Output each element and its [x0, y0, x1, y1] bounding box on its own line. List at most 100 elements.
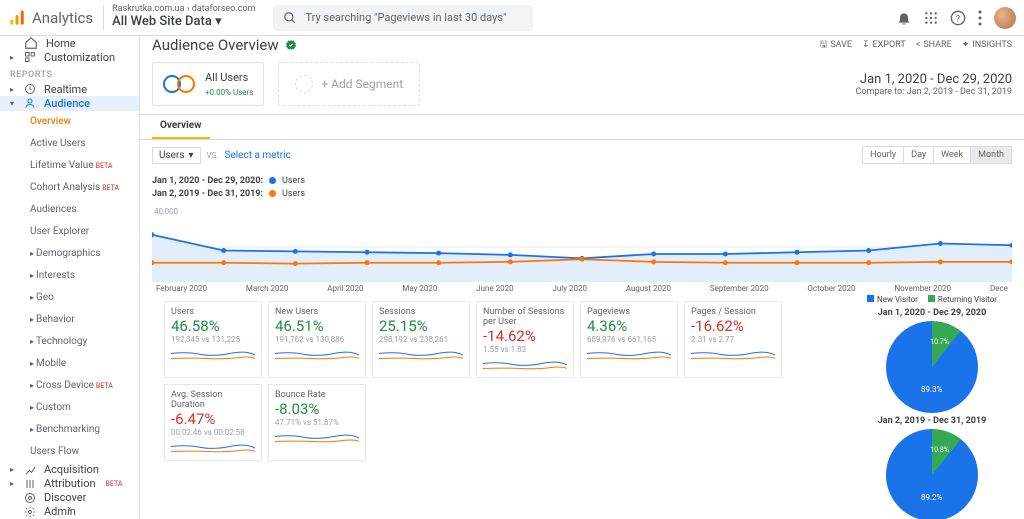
verified-icon — [285, 39, 297, 51]
chart-legend: Jan 1, 2020 - Dec 29, 2020:UsersJan 2, 2… — [152, 174, 1012, 200]
topbar: Analytics Raskrutka.com.ua › dataforseo.… — [0, 0, 1024, 36]
main-content: Audience Overview 🖫 SAVE ↧ EXPORT < SHAR… — [140, 36, 1024, 519]
segment-rings-icon — [163, 73, 197, 95]
search-box[interactable]: Try searching "Pageviews in last 30 days… — [273, 5, 533, 31]
nav-collapse[interactable]: ‹ — [0, 504, 139, 515]
metric-card-2[interactable]: Sessions25.15%298,192 vs 238,261 — [372, 301, 470, 378]
add-segment-button[interactable]: + Add Segment — [278, 62, 420, 106]
sparkline — [691, 347, 775, 365]
analytics-logo[interactable]: Analytics — [8, 9, 93, 27]
svg-text:?: ? — [956, 13, 961, 24]
primary-metric-selector[interactable]: Users ▾ — [152, 147, 201, 164]
nav-sub-lifetime-value[interactable]: Lifetime ValueBETA — [0, 155, 139, 177]
nav-sub-demographics[interactable]: ▸ Demographics — [0, 243, 139, 265]
customization-icon — [24, 51, 36, 63]
nav-sub-geo[interactable]: ▸ Geo — [0, 287, 139, 309]
page-title: Audience Overview — [152, 36, 279, 54]
segment-all-users[interactable]: All Users +0.00% Users — [152, 62, 264, 106]
apps-icon[interactable] — [924, 11, 938, 25]
granularity-month[interactable]: Month — [970, 147, 1011, 163]
nav-acquisition[interactable]: ▸ Acquisition — [0, 463, 139, 477]
metric-compare: 689,976 vs 661,165 — [587, 335, 671, 344]
metric-label: New Users — [275, 307, 359, 317]
analytics-icon — [8, 9, 26, 27]
metric-compare: 298,192 vs 238,261 — [379, 335, 463, 344]
metric-compare: 191,762 vs 130,886 — [275, 335, 359, 344]
help-icon[interactable]: ? — [950, 10, 966, 26]
discover-icon — [24, 492, 36, 504]
metric-card-4[interactable]: Pageviews4.36%689,976 vs 661,165 — [580, 301, 678, 378]
share-button[interactable]: < SHARE — [916, 37, 952, 53]
secondary-metric-selector[interactable]: Select a metric — [224, 150, 290, 161]
nav-sub-behavior[interactable]: ▸ Behavior — [0, 309, 139, 331]
metric-compare: 1.55 vs 1.82 — [483, 345, 567, 354]
nav-sub-active-users[interactable]: Active Users — [0, 133, 139, 155]
metric-card-0[interactable]: Users46.58%192,345 vs 131,225 — [164, 301, 262, 378]
acquisition-icon — [24, 464, 36, 476]
nav-sub-user-explorer[interactable]: User Explorer — [0, 221, 139, 243]
metric-pct: 4.36% — [587, 317, 671, 335]
metric-label: Users — [171, 307, 255, 317]
notifications-icon[interactable] — [896, 10, 912, 26]
metric-label: Avg. Session Duration — [171, 390, 255, 410]
metric-label: Number of Sessions per User — [483, 307, 567, 327]
search-placeholder: Try searching "Pageviews in last 30 days… — [305, 11, 506, 24]
nav-sub-interests[interactable]: ▸ Interests — [0, 265, 139, 287]
nav-sub-mobile[interactable]: ▸ Mobile — [0, 353, 139, 375]
sparkline — [379, 347, 463, 365]
tab-overview[interactable]: Overview — [152, 114, 210, 139]
property-switcher[interactable]: Raskrutka.com.ua › dataforseo.com All We… — [103, 5, 263, 29]
search-icon — [283, 11, 297, 25]
date-range-picker[interactable]: Jan 1, 2020 - Dec 29, 2020 Compare to: J… — [855, 72, 1012, 97]
nav-customization[interactable]: ▸ Customization — [0, 50, 139, 64]
granularity-day[interactable]: Day — [903, 147, 933, 163]
pie-charts-panel: New VisitorReturning Visitor Jan 1, 2020… — [852, 295, 1012, 519]
topbar-actions: ? — [896, 7, 1016, 29]
metric-label: Pages / Session — [691, 307, 775, 317]
nav-sub-benchmarking[interactable]: ▸ Benchmarking — [0, 419, 139, 441]
granularity-hourly[interactable]: Hourly — [863, 147, 903, 163]
nav-sub-audiences[interactable]: Audiences — [0, 199, 139, 221]
nav-reports-header: REPORTS — [0, 64, 139, 82]
tab-strip: Overview — [140, 114, 1024, 140]
sparkline — [587, 347, 671, 365]
metric-compare: 47.71% vs 51.87% — [275, 418, 359, 427]
metric-compare: 00:02:46 vs 00:02:58 — [171, 428, 255, 437]
audience-icon — [24, 97, 36, 109]
sparkline — [275, 430, 359, 448]
metric-pct: -8.03% — [275, 400, 359, 418]
metric-pct: -6.47% — [171, 410, 255, 428]
nav-sub-cross-device[interactable]: ▸ Cross DeviceBETA — [0, 375, 139, 397]
clock-icon — [24, 83, 36, 95]
metric-card-1[interactable]: New Users46.51%191,762 vs 130,886 — [268, 301, 366, 378]
nav-sub-cohort-analysis[interactable]: Cohort AnalysisBETA — [0, 177, 139, 199]
granularity-week[interactable]: Week — [933, 147, 970, 163]
metric-card-5[interactable]: Pages / Session-16.62%2.31 vs 2.77 — [684, 301, 782, 378]
pie-chart-1: 10.8%89.2% — [886, 429, 978, 519]
pie-legend: New VisitorReturning Visitor — [852, 295, 1012, 304]
metric-card-3[interactable]: Number of Sessions per User-14.62%1.55 v… — [476, 301, 574, 378]
account-avatar[interactable] — [994, 7, 1016, 29]
nav-sub-technology[interactable]: ▸ Technology — [0, 331, 139, 353]
insights-button[interactable]: ✦ INSIGHTS — [962, 37, 1012, 53]
more-icon[interactable] — [978, 10, 982, 26]
nav-realtime[interactable]: ▸ Realtime — [0, 82, 139, 96]
granularity-toggle: HourlyDayWeekMonth — [862, 146, 1012, 164]
nav-discover[interactable]: Discover — [0, 491, 139, 505]
metric-label: Pageviews — [587, 307, 671, 317]
nav-attribution[interactable]: ▸ AttributionBETA — [0, 477, 139, 491]
property-view: All Web Site Data — [112, 14, 212, 29]
metric-card-7[interactable]: Bounce Rate-8.03%47.71% vs 51.87% — [268, 384, 366, 461]
page-actions: 🖫 SAVE ↧ EXPORT < SHARE ✦ INSIGHTS — [820, 37, 1012, 53]
nav-home[interactable]: Home — [0, 36, 139, 50]
nav-sub-custom[interactable]: ▸ Custom — [0, 397, 139, 419]
pie-title-0: Jan 1, 2020 - Dec 29, 2020 — [852, 308, 1012, 318]
nav-sub-users-flow[interactable]: Users Flow — [0, 441, 139, 463]
metric-card-6[interactable]: Avg. Session Duration-6.47%00:02:46 vs 0… — [164, 384, 262, 461]
pie-chart-0: 10.7%89.3% — [886, 321, 978, 413]
save-button[interactable]: 🖫 SAVE — [820, 37, 852, 53]
nav-sub-overview[interactable]: Overview — [0, 111, 139, 133]
export-button[interactable]: ↧ EXPORT — [862, 37, 906, 53]
nav-audience[interactable]: ▾ Audience — [0, 96, 139, 110]
attribution-icon — [24, 478, 36, 490]
